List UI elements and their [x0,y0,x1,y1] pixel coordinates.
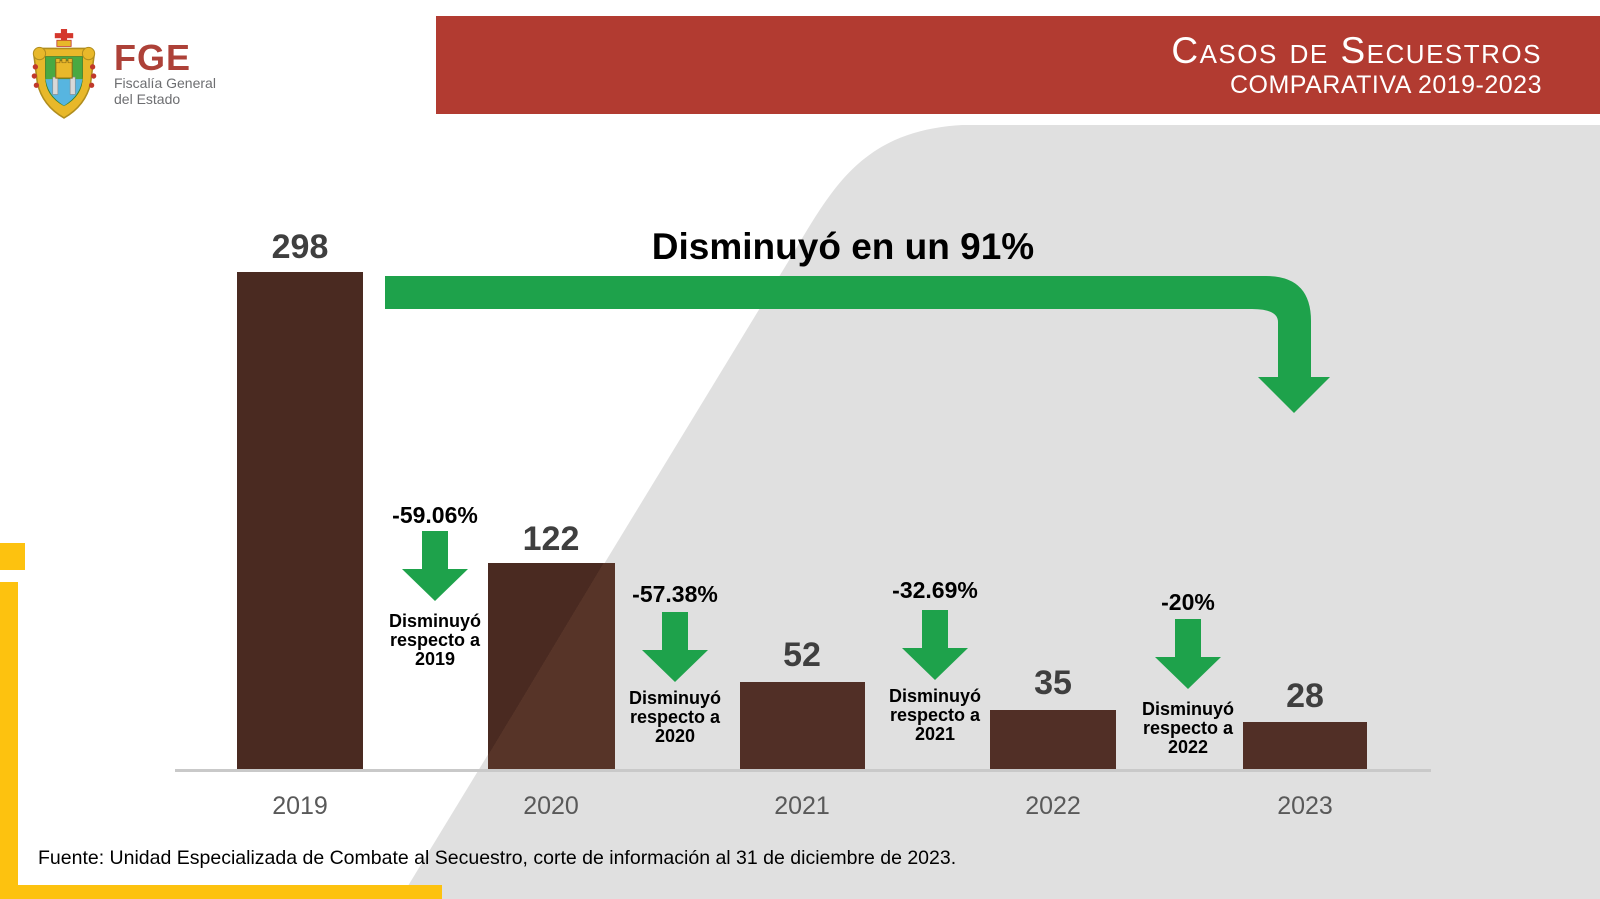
bar-2021 [740,682,865,770]
down-arrow-icon [902,610,968,680]
decrease-caption-2021: Disminuyó respecto a 2020 [628,688,721,746]
down-arrow-icon [1155,619,1221,689]
value-label-2019: 298 [271,228,329,266]
decrease-pct-2020: -59.06% [392,502,478,528]
decrease-caption-2022: Disminuyó respecto a 2021 [888,686,981,744]
x-axis-line [175,769,1431,772]
decrease-pct-2022: -32.69% [892,577,978,603]
decrease-caption-2020: Disminuyó respecto a 2019 [388,611,481,669]
decrease-pct-2023: -20% [1161,589,1215,615]
logo-acronym: FGE [114,37,192,78]
x-tick-2021: 2021 [774,792,830,820]
value-label-2022: 35 [1034,664,1072,702]
value-label-2020: 122 [522,520,580,558]
page-subtitle: COMPARATIVA 2019-2023 [1229,71,1542,99]
value-label-2023: 28 [1286,677,1324,715]
bar-2023 [1243,722,1367,770]
title-banner: Casos de Secuestros COMPARATIVA 2019-202… [436,16,1600,114]
yellow-accent-square [0,543,25,570]
overall-decrease-label: Disminuyó en un 91% [651,226,1035,267]
logo-org-line1: Fiscalía General [114,75,216,91]
logo-org-line2: del Estado [114,91,181,107]
bar-2022 [990,710,1116,770]
decrease-pct-2021: -57.38% [632,581,718,607]
source-note: Fuente: Unidad Especializada de Combate … [38,847,957,869]
yellow-accent-horizontal-bar [18,885,442,899]
value-label-2021: 52 [783,636,821,674]
down-arrow-icon [642,612,708,682]
veracruz-coat-of-arms-icon [31,29,97,119]
fge-logo: FGE Fiscalía General del Estado [30,28,360,120]
bar-2020 [488,563,615,770]
x-tick-2019: 2019 [272,792,328,820]
x-tick-2022: 2022 [1025,792,1081,820]
page-title: Casos de Secuestros [1171,30,1542,71]
yellow-accent-vertical-bar [0,582,18,899]
x-tick-2020: 2020 [523,792,579,820]
decrease-caption-2023: Disminuyó respecto a 2022 [1141,699,1234,757]
down-arrow-icon [402,531,468,601]
x-tick-2023: 2023 [1277,792,1333,820]
bar-2019 [237,272,363,770]
